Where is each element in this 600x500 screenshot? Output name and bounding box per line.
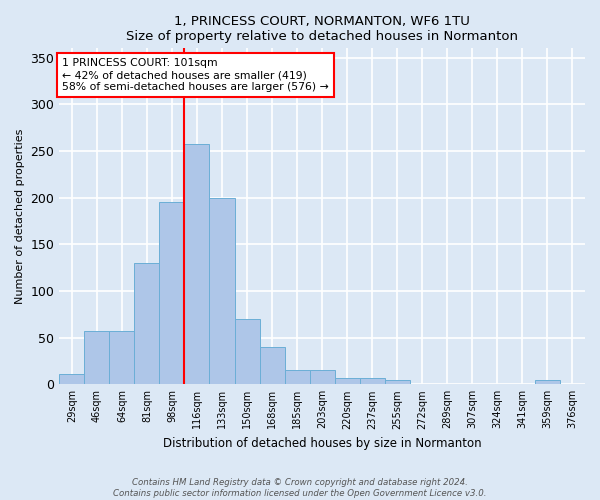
Bar [85,331,109,384]
Bar [535,380,560,384]
Bar [359,378,385,384]
Bar [184,144,209,384]
Bar [160,202,184,384]
Bar [310,370,335,384]
Bar [385,380,410,384]
Bar [284,370,310,384]
X-axis label: Distribution of detached houses by size in Normanton: Distribution of detached houses by size … [163,437,481,450]
Bar [335,378,359,384]
Text: 1 PRINCESS COURT: 101sqm
← 42% of detached houses are smaller (419)
58% of semi-: 1 PRINCESS COURT: 101sqm ← 42% of detach… [62,58,329,92]
Y-axis label: Number of detached properties: Number of detached properties [15,128,25,304]
Bar [59,374,85,384]
Title: 1, PRINCESS COURT, NORMANTON, WF6 1TU
Size of property relative to detached hous: 1, PRINCESS COURT, NORMANTON, WF6 1TU Si… [126,15,518,43]
Bar [109,331,134,384]
Text: Contains HM Land Registry data © Crown copyright and database right 2024.
Contai: Contains HM Land Registry data © Crown c… [113,478,487,498]
Bar [134,263,160,384]
Bar [260,347,284,385]
Bar [235,319,260,384]
Bar [209,198,235,384]
